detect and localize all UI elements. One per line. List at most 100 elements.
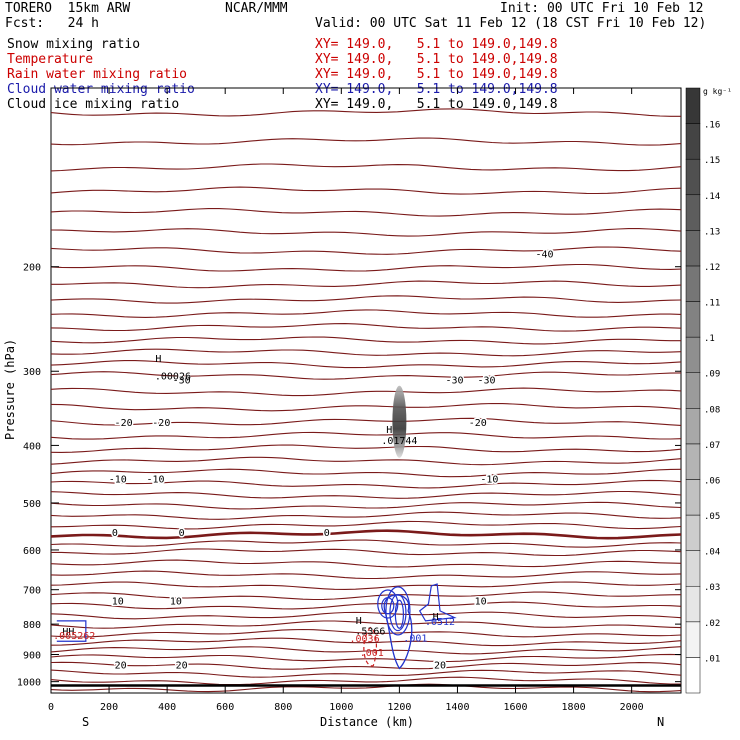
temperature-contour-line — [50, 490, 682, 499]
temperature-contour-line — [50, 669, 682, 678]
contour-annotation: .001 — [360, 648, 384, 659]
contour-label: -30 — [173, 376, 191, 387]
x-tick-label: 1600 — [503, 702, 527, 713]
contour-label: -30 — [477, 376, 495, 387]
x-axis-label: Distance (km) — [320, 715, 414, 729]
colorbar-tick-label: .16 — [704, 121, 720, 131]
temperature-contour-line — [50, 263, 682, 272]
colorbar-tick-label: .03 — [704, 583, 720, 593]
colorbar-cell — [685, 443, 701, 480]
colorbar-cell — [685, 621, 701, 658]
x-tick-label: 1400 — [445, 702, 469, 713]
temperature-contour-line — [51, 548, 682, 557]
contour-label: 20 — [176, 660, 188, 671]
temperature-contour-line — [50, 431, 682, 440]
temperature-contour-line — [50, 628, 682, 638]
colorbar-tick-label: .02 — [704, 619, 720, 629]
contour-label: -20 — [469, 418, 487, 429]
temperature-contour-line — [50, 402, 682, 412]
contour-label: -10 — [146, 475, 164, 486]
field-cloud-ice: Cloud ice mixing ratio — [7, 97, 180, 112]
field-snow-xy: XY= 149.0, 5.1 to 149.0,149.8 — [315, 97, 558, 112]
y-tick-label: 500 — [23, 499, 41, 510]
contour-annotation: H — [356, 616, 362, 627]
x-tick-label: 1000 — [329, 702, 353, 713]
field-temperature-xy: XY= 149.0, 5.1 to 149.0,149.8 — [315, 37, 558, 52]
init-time: Init: 00 UTC Fri 10 Feb 12 — [500, 1, 704, 16]
temperature-contour-line — [50, 137, 682, 146]
x-left-end: S — [82, 715, 89, 729]
contour-annotation: .0036 — [349, 634, 379, 645]
x-tick-label: 600 — [216, 702, 234, 713]
temperature-contour-line — [50, 601, 682, 610]
contour-label: -30 — [446, 376, 464, 387]
field-rain-xy: XY= 149.0, 5.1 to 149.0,149.8 — [315, 52, 558, 67]
temperature-contour-line — [50, 520, 682, 530]
contour-label: 0 — [179, 528, 185, 539]
colorbar-tick-label: .15 — [704, 156, 720, 166]
temperature-contour-line — [50, 186, 682, 195]
cloud-water-patch — [418, 583, 457, 622]
colorbar-tick-label: .08 — [704, 405, 720, 415]
contour-label: 10 — [170, 597, 182, 608]
contour-annotation: .0512 — [425, 617, 455, 628]
contour-label: 20 — [434, 660, 446, 671]
temperature-contour-line — [50, 529, 682, 540]
temperature-contours — [50, 108, 682, 693]
snow-maximum — [392, 385, 407, 458]
colorbar-cell — [685, 194, 701, 231]
temperature-contour-line — [50, 468, 682, 478]
x-tick-label: 2000 — [620, 702, 644, 713]
temperature-contour-line — [50, 591, 682, 601]
contour-label: 0 — [324, 528, 330, 539]
y-tick-label: 600 — [23, 546, 41, 557]
contour-annotation: H — [386, 425, 392, 436]
temperature-contour-line — [50, 539, 682, 548]
temperature-contour-line — [50, 676, 682, 686]
colorbar: .01 .02 .03 .04 .05 .06 .07 .08 .09 .1 .11 .12 .13 .1… — [685, 87, 732, 694]
model-title: TORERO 15km ARW — [5, 1, 131, 16]
temperature-contour-line — [50, 228, 682, 237]
temperature-contour-line — [50, 371, 682, 380]
colorbar-tick-label: .04 — [704, 548, 720, 558]
cloud-water-core — [377, 589, 399, 619]
contour-annotation: HH — [62, 627, 74, 638]
colorbar-cell — [685, 585, 701, 623]
contour-annotation: .001 — [403, 633, 427, 644]
contour-label: 20 — [115, 660, 127, 671]
contour-annotation: H — [155, 354, 161, 365]
colorbar-cell — [685, 230, 701, 267]
colorbar-tick-label: .06 — [704, 476, 720, 486]
x-right-end: N — [657, 715, 664, 729]
colorbar-cell — [685, 265, 701, 302]
y-axis-label: Pressure (hPa) — [3, 339, 17, 440]
rain-contour — [363, 626, 378, 667]
contour-annotation: H — [433, 612, 439, 623]
colorbar-cell — [685, 123, 701, 160]
plot-frame — [50, 87, 682, 694]
contour-label: -20 — [152, 418, 170, 429]
org-title: NCAR/MMM — [225, 1, 288, 16]
colorbar-unit: g kg⁻¹ — [703, 87, 732, 96]
temperature-contour-line — [50, 501, 682, 510]
cloud-water-edge — [56, 620, 87, 642]
temperature-contour-line — [50, 108, 681, 117]
y-tick-label: 400 — [23, 441, 41, 452]
y-tick-label: 1000 — [17, 678, 41, 689]
temperature-contour-line — [50, 570, 682, 580]
colorbar-cell — [685, 479, 701, 516]
x-tick-label: 400 — [158, 702, 176, 713]
x-tick-label: 1200 — [387, 702, 411, 713]
contour-label: 0 — [112, 528, 118, 539]
cloud-water-core — [389, 593, 407, 632]
temperature-contour-line — [50, 323, 682, 332]
field-cloud-water: Cloud water mixing ratio — [7, 82, 195, 97]
y-tick-label: 900 — [23, 650, 41, 661]
axes: 0 200 400 600 800 1000 1200 1400 1600 1800 2000200… — [17, 88, 681, 713]
contour-label: -40 — [536, 249, 554, 260]
contour-annotation: .00026 — [155, 372, 191, 383]
colorbar-cell — [685, 408, 701, 445]
field-temperature: Temperature — [7, 52, 94, 67]
contour-label: 10 — [475, 597, 487, 608]
temperature-contour-line — [50, 683, 682, 693]
